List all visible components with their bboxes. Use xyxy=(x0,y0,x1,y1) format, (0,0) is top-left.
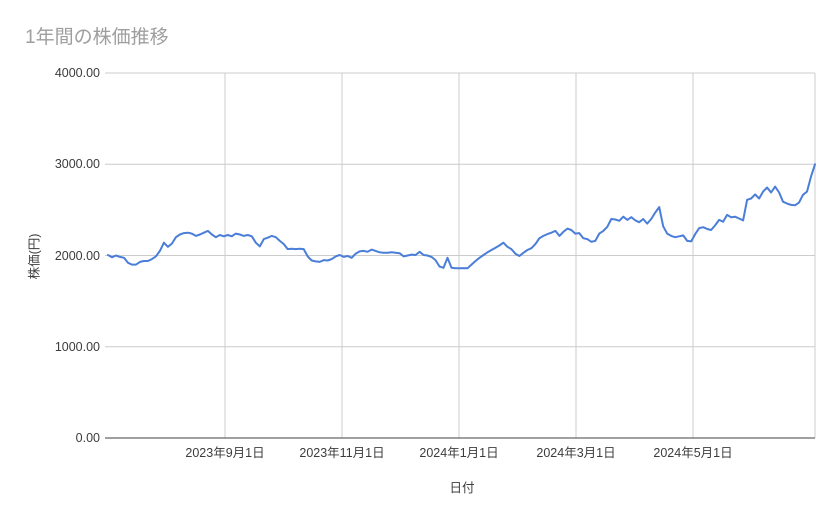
y-tick-label: 1000.00 xyxy=(54,340,100,354)
x-tick-label: 2024年3月1日 xyxy=(536,446,616,460)
y-tick-label: 4000.00 xyxy=(54,66,100,80)
x-tick-label: 2024年1月1日 xyxy=(419,446,499,460)
stock-price-line xyxy=(107,163,816,270)
chart-title: 1年間の株価推移 xyxy=(25,27,169,48)
y-tick-label: 3000.00 xyxy=(54,157,100,171)
x-tick-label: 2023年9月1日 xyxy=(185,446,265,460)
y-axis-title: 株価(円) xyxy=(27,233,42,280)
x-axis-title: 日付 xyxy=(449,481,475,495)
x-tick-label: 2023年11月1日 xyxy=(299,446,385,460)
y-tick-label: 2000.00 xyxy=(54,249,100,263)
x-tick-label: 2024年5月1日 xyxy=(653,446,733,460)
y-tick-label: 0.00 xyxy=(75,431,100,445)
